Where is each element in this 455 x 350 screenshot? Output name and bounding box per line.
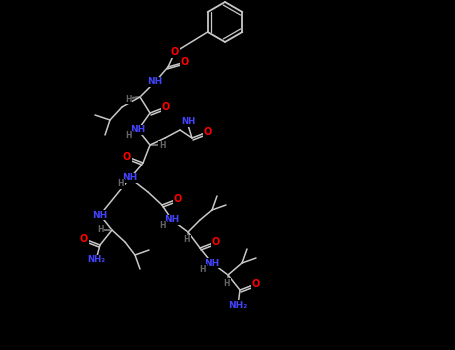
Text: H: H: [125, 94, 131, 104]
Text: O: O: [204, 127, 212, 137]
Text: NH₂: NH₂: [228, 301, 248, 309]
Text: NH₂: NH₂: [87, 256, 105, 265]
Text: NH: NH: [164, 216, 180, 224]
Text: O: O: [181, 57, 189, 67]
Text: O: O: [252, 279, 260, 289]
Text: O: O: [212, 237, 220, 247]
Text: O: O: [174, 194, 182, 204]
Text: O: O: [123, 152, 131, 162]
Text: NH: NH: [181, 118, 195, 126]
Text: H: H: [160, 222, 166, 231]
Text: O: O: [80, 234, 88, 244]
Text: NH: NH: [131, 126, 146, 134]
Text: H: H: [118, 180, 124, 189]
Text: NH: NH: [92, 210, 108, 219]
Text: H: H: [184, 236, 190, 245]
Text: NH: NH: [122, 174, 137, 182]
Text: H: H: [200, 265, 206, 273]
Text: H: H: [159, 141, 165, 150]
Text: NH: NH: [204, 259, 220, 267]
Text: O: O: [171, 47, 179, 57]
Text: NH: NH: [147, 77, 162, 86]
Text: H: H: [97, 225, 103, 234]
Text: O: O: [162, 102, 170, 112]
Text: H: H: [126, 132, 132, 140]
Text: H: H: [224, 279, 230, 287]
